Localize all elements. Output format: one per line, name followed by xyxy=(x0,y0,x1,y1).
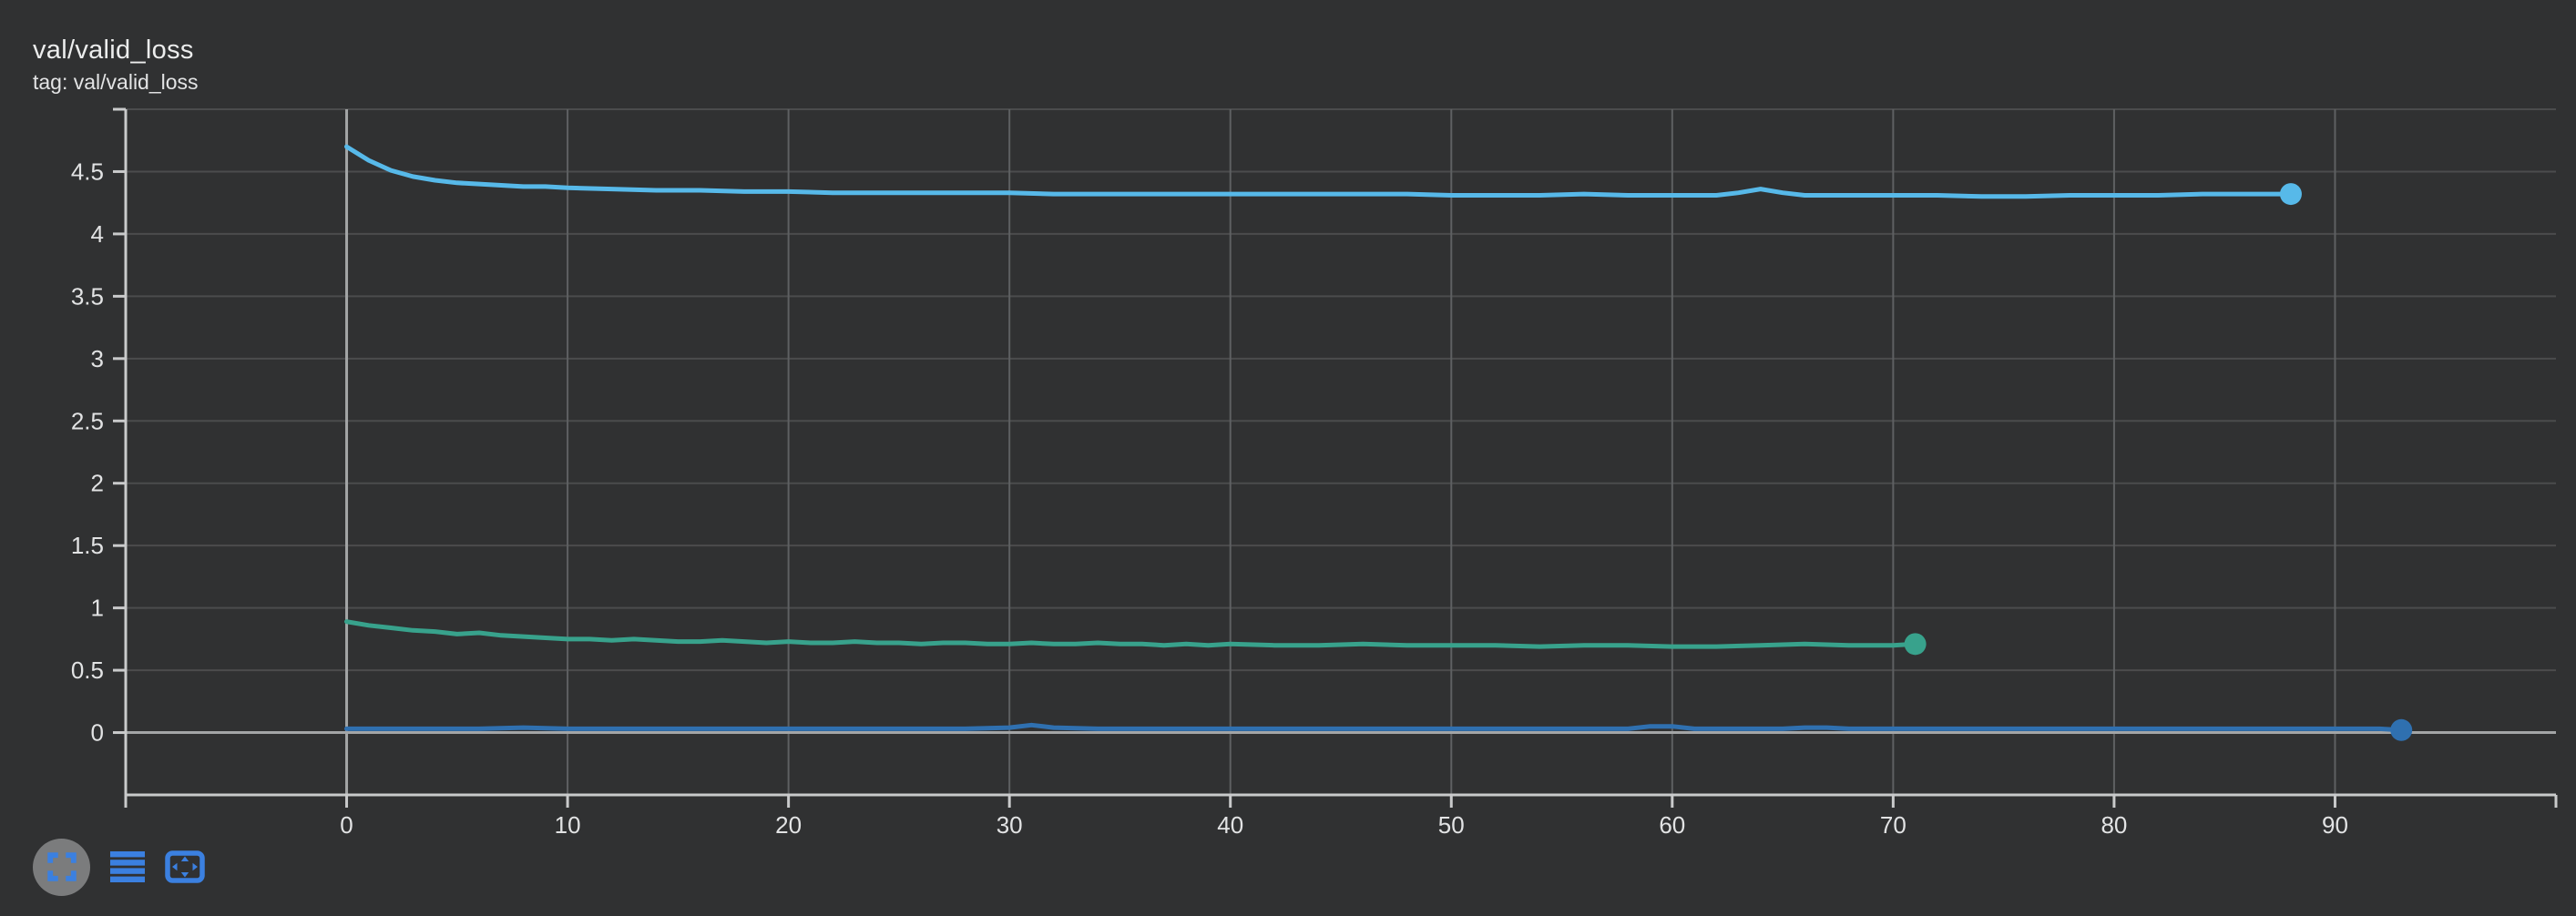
chart-tag-subtitle: tag: val/valid_loss xyxy=(33,70,199,94)
chart-title: val/valid_loss xyxy=(33,36,194,65)
y-tick-label: 3 xyxy=(91,345,104,372)
y-tick-label: 4 xyxy=(91,220,104,248)
series-line xyxy=(344,619,1918,649)
zero-lines xyxy=(126,109,2556,795)
x-tick-label: 50 xyxy=(1438,811,1465,839)
series-valid_loss_run_green xyxy=(344,619,1927,656)
y-tick-label: 1.5 xyxy=(71,532,104,559)
x-tick-label: 40 xyxy=(1217,811,1243,839)
x-tick-label: 0 xyxy=(340,811,353,839)
card-toolbar xyxy=(33,838,205,896)
data-table-toggle-button[interactable] xyxy=(110,851,145,882)
fit-domain-icon xyxy=(165,850,205,883)
series-endpoint-dot xyxy=(2390,718,2413,741)
series-valid_loss_run_light_blue xyxy=(344,144,2302,206)
data-table-icon xyxy=(110,851,145,882)
x-tick-label: 60 xyxy=(1659,811,1685,839)
x-tick-label: 10 xyxy=(555,811,581,839)
card-header: val/valid_loss tag: val/valid_loss xyxy=(33,35,199,96)
axes xyxy=(124,109,2556,797)
y-tick-label: 4.5 xyxy=(71,158,104,185)
y-tick-label: 0.5 xyxy=(71,656,104,684)
expand-card-button[interactable] xyxy=(33,838,90,896)
series-line xyxy=(344,722,2404,733)
series-valid_loss_run_dark_blue xyxy=(344,718,2413,741)
x-axis-labels: 0 10 20 30 40 50 60 70 80 90 xyxy=(340,811,2348,839)
x-tick-label: 90 xyxy=(2322,811,2348,839)
y-tick-label: 2.5 xyxy=(71,407,104,434)
series-endpoint-dot xyxy=(1904,633,1927,656)
y-tick-label: 3.5 xyxy=(71,282,104,310)
y-tick-label: 2 xyxy=(91,470,104,497)
x-tick-label: 20 xyxy=(775,811,802,839)
horizontal-gridlines xyxy=(126,108,2556,672)
fit-to-domain-button[interactable] xyxy=(165,850,205,883)
x-tick-label: 70 xyxy=(1880,811,1906,839)
x-tick-label: 30 xyxy=(997,811,1023,839)
axis-ticks xyxy=(113,107,2558,808)
y-tick-label: 1 xyxy=(91,595,104,622)
series-line xyxy=(344,144,2294,199)
fullscreen-icon xyxy=(46,852,77,881)
vertical-gridlines xyxy=(567,109,2336,795)
y-tick-label: 0 xyxy=(91,719,104,747)
y-axis-labels: 0 0.5 1 1.5 2 2.5 3 3.5 4 4.5 xyxy=(71,158,104,746)
x-tick-label: 80 xyxy=(2101,811,2127,839)
series-endpoint-dot xyxy=(2279,183,2302,206)
